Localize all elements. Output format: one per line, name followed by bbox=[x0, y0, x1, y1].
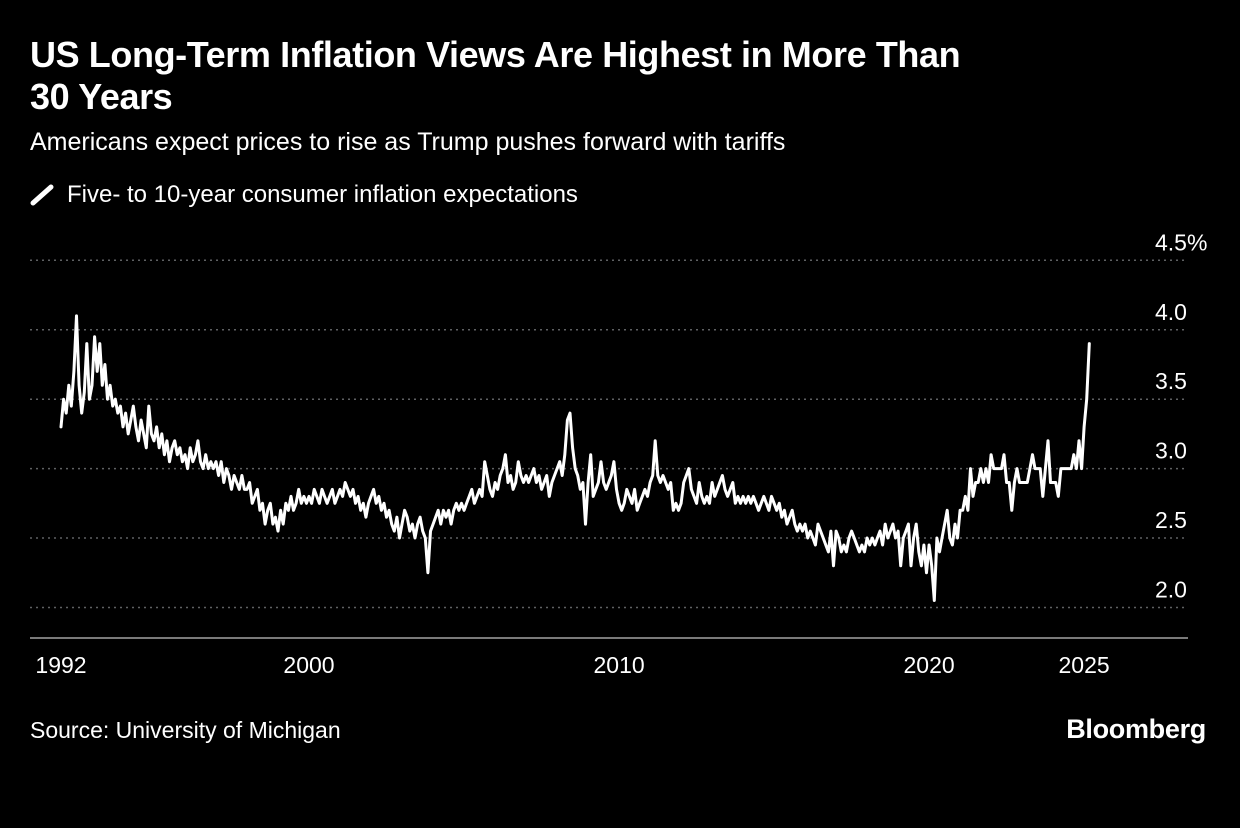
chart-footer: Source: University of Michigan Bloomberg bbox=[0, 698, 1240, 745]
chart-subtitle: Americans expect prices to rise as Trump… bbox=[30, 128, 786, 157]
source-note: Source: University of Michigan bbox=[30, 717, 341, 744]
y-axis-label: 2.5 bbox=[1155, 507, 1187, 533]
x-axis-label: 2000 bbox=[283, 652, 334, 678]
chart-title: US Long-Term Inflation Views Are Highest… bbox=[30, 34, 961, 118]
chart-plot: 2.0 2.5 3.0 3.5 4.0 4.5% 1992 2000 2010 2020 2025 bbox=[30, 230, 1207, 678]
series-line bbox=[59, 314, 1091, 603]
x-axis-label: 2020 bbox=[904, 652, 955, 678]
y-axis-label: 2.0 bbox=[1155, 577, 1187, 603]
y-axis-label: 3.0 bbox=[1155, 438, 1187, 464]
y-axis-label: 3.5 bbox=[1155, 368, 1187, 394]
y-axis-label: 4.0 bbox=[1155, 299, 1187, 325]
line-series-icon bbox=[30, 182, 56, 208]
chart-page: { "header": { "title": "US Long-Term Inf… bbox=[0, 34, 1240, 828]
x-axis-label: 1992 bbox=[35, 652, 86, 678]
legend: Five- to 10-year consumer inflation expe… bbox=[30, 181, 1210, 209]
x-axis-label: 2025 bbox=[1059, 652, 1110, 678]
y-axis-label: 4.5% bbox=[1155, 230, 1207, 256]
legend-label: Five- to 10-year consumer inflation expe… bbox=[67, 181, 578, 209]
x-axis-label: 2010 bbox=[594, 652, 645, 678]
bloomberg-logo: Bloomberg bbox=[1066, 714, 1206, 745]
